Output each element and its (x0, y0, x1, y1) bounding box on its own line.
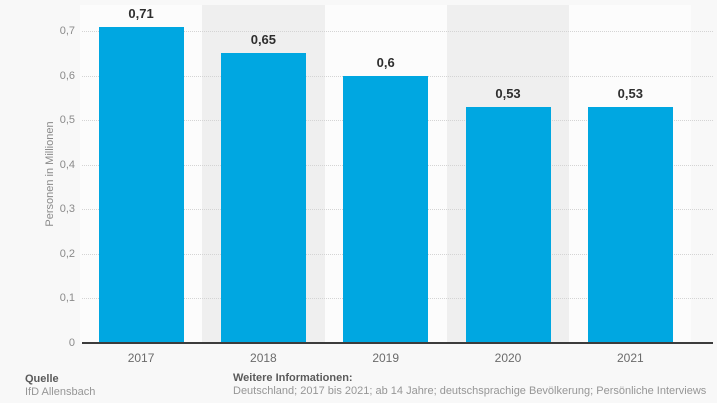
source-label: Quelle (25, 373, 59, 385)
bar[interactable] (587, 106, 673, 343)
y-tick-label: 0,2 (59, 247, 75, 260)
source-name: IfD Allensbach (25, 386, 96, 398)
bar[interactable] (343, 75, 429, 343)
y-tick-label: 0,3 (59, 203, 75, 216)
x-axis-line (82, 342, 713, 344)
bar[interactable] (465, 106, 551, 343)
bar-value-label: 0,71 (128, 5, 154, 21)
y-axis-title: Personen in Millionen (44, 121, 56, 227)
bar[interactable] (98, 26, 184, 343)
x-tick-label: 2019 (372, 351, 400, 365)
x-tick-label: 2018 (250, 351, 277, 365)
y-tick-label: 0,4 (59, 158, 75, 171)
info-text: Deutschland; 2017 bis 2021; ab 14 Jahre;… (233, 385, 707, 397)
y-tick-label: 0,7 (59, 25, 75, 37)
bar-value-label: 0,65 (250, 32, 277, 48)
info-label: Weitere Informationen: (233, 372, 353, 384)
x-tick-label: 2021 (616, 351, 644, 365)
y-tick-label: 0,5 (59, 114, 75, 127)
bar[interactable] (220, 53, 306, 343)
y-tick-label: 0,1 (59, 292, 75, 305)
x-tick-label: 2017 (127, 351, 155, 365)
x-tick-label: 2020 (494, 351, 522, 365)
gridline (82, 31, 713, 32)
info-block: Weitere Informationen: Deutschland; 2017… (233, 372, 706, 398)
y-tick-label: 0,6 (59, 69, 75, 82)
y-tick-label: 0 (68, 337, 75, 349)
source-block: Quelle IfD Allensbach (25, 373, 95, 399)
bar-value-label: 0,53 (495, 85, 521, 101)
bar-value-label: 0,53 (617, 85, 643, 101)
bar-value-label: 0,6 (376, 54, 395, 70)
